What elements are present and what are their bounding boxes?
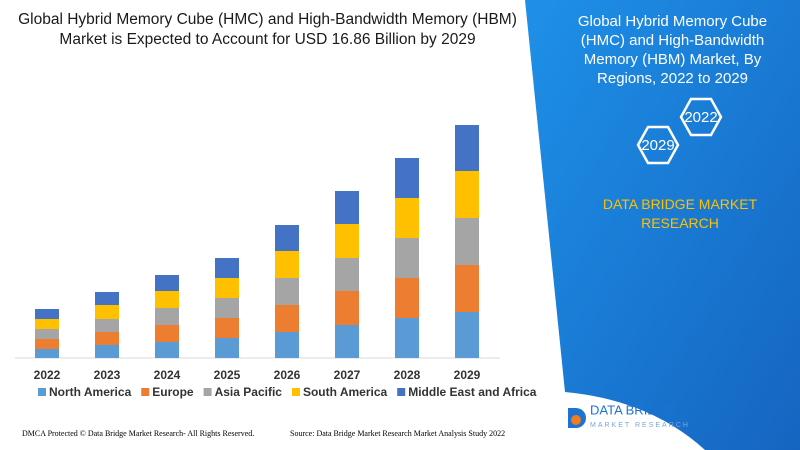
legend-swatch [291, 388, 300, 396]
bar-segment [455, 312, 479, 358]
bar-segment [215, 318, 239, 338]
bar-segment [95, 292, 119, 305]
chart-title: Global Hybrid Memory Cube (HMC) and High… [18, 11, 517, 48]
bar-segment [155, 291, 179, 308]
bar-segment [95, 319, 119, 332]
x-tick-label: 2029 [454, 368, 481, 382]
bar-segment [395, 238, 419, 278]
x-tick-label: 2022 [34, 368, 61, 382]
bar-segment [395, 278, 419, 318]
bar-segment [155, 325, 179, 342]
hex-label: 2022 [684, 109, 717, 126]
hex-label: 2029 [641, 137, 674, 154]
logo-tagline: MARKET RESEARCH [590, 422, 690, 429]
bar-segment [395, 198, 419, 238]
bar-segment [395, 318, 419, 358]
bar-segment [275, 225, 299, 251]
bar-segment [335, 291, 359, 325]
logo-icon [571, 415, 581, 425]
bar-segment [275, 332, 299, 358]
legend-swatch [397, 388, 406, 396]
bar-segment [155, 308, 179, 325]
bar-segment [35, 349, 59, 358]
bar-segment [335, 224, 359, 258]
bar-segment [95, 345, 119, 358]
legend-label: South America [303, 385, 388, 399]
side-title: Global Hybrid Memory Cube (HMC) and High… [577, 13, 768, 87]
bar-segment [335, 258, 359, 291]
legend-label: Asia Pacific [215, 385, 283, 399]
x-tick-label: 2023 [94, 368, 121, 382]
chart: 2022 2023 2024 2025 2026 2027 2028 2029 North Am… [15, 125, 537, 399]
legend-label: Europe [152, 385, 194, 399]
bar-segment [35, 319, 59, 329]
bar-segment [395, 158, 419, 198]
legend-label: Middle East and Africa [408, 385, 537, 399]
brand: DATA BRIDGE MARKET RESEARCH [602, 196, 758, 231]
legend-swatch [203, 388, 212, 396]
bar-segment [95, 332, 119, 345]
legend-swatch [141, 388, 150, 396]
logo-name: DATA BRIDGE [590, 402, 676, 417]
bar-segment [35, 309, 59, 319]
bar-segment [215, 298, 239, 318]
hexagon [679, 97, 723, 137]
bar-segment [455, 265, 479, 312]
bar-segment [275, 305, 299, 332]
bar-segment [215, 278, 239, 298]
footer-right: Source: Data Bridge Market Research Mark… [290, 429, 505, 438]
bar-segment [275, 278, 299, 305]
x-tick-label: 2027 [334, 368, 361, 382]
bar-segment [155, 275, 179, 291]
bar-segment [215, 258, 239, 278]
bar-segment [335, 191, 359, 224]
bar-segment [155, 342, 179, 358]
legend-label: North America [49, 385, 132, 399]
bar-segment [275, 251, 299, 278]
hexagon [636, 125, 680, 165]
bar-segment [455, 171, 479, 218]
x-tick-label: 2025 [214, 368, 241, 382]
bar-segment [455, 218, 479, 265]
footer-left: DMCA Protected © Data Bridge Market Rese… [22, 429, 254, 438]
x-tick-label: 2026 [274, 368, 301, 382]
bar-segment [335, 325, 359, 358]
side-panel-bg [525, 0, 800, 450]
x-tick-label: 2024 [154, 368, 181, 382]
bar-segment [35, 329, 59, 339]
bar-segment [35, 339, 59, 349]
bar-segment [95, 305, 119, 319]
bar-segment [215, 338, 239, 358]
bar-segment [455, 125, 479, 171]
x-tick-label: 2028 [394, 368, 421, 382]
legend-swatch [38, 388, 46, 396]
